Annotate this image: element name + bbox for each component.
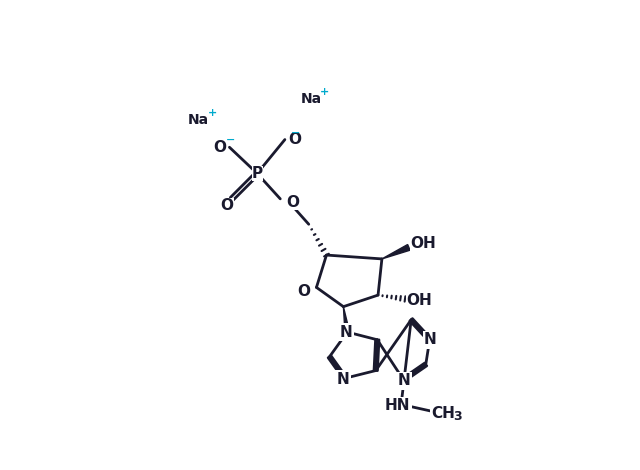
Text: P: P — [252, 166, 263, 181]
Text: N: N — [339, 325, 352, 339]
Text: O: O — [213, 140, 227, 155]
Polygon shape — [382, 244, 410, 259]
Text: O: O — [288, 132, 301, 147]
Text: −: − — [227, 135, 236, 145]
Text: 3: 3 — [453, 410, 461, 423]
Text: N: N — [337, 371, 350, 386]
Text: Na: Na — [188, 112, 209, 126]
Polygon shape — [344, 306, 349, 332]
Text: O: O — [298, 284, 310, 299]
Text: N: N — [424, 332, 436, 347]
Text: HN: HN — [385, 399, 410, 414]
Text: CH: CH — [431, 406, 456, 421]
Text: Na: Na — [301, 92, 322, 106]
Text: OH: OH — [410, 236, 436, 251]
Text: OH: OH — [406, 293, 432, 308]
Text: O: O — [221, 197, 234, 212]
Text: +: + — [320, 87, 330, 97]
Text: O: O — [287, 195, 300, 210]
Text: +: + — [208, 108, 217, 118]
Text: −: − — [291, 128, 300, 138]
Text: N: N — [398, 373, 411, 388]
